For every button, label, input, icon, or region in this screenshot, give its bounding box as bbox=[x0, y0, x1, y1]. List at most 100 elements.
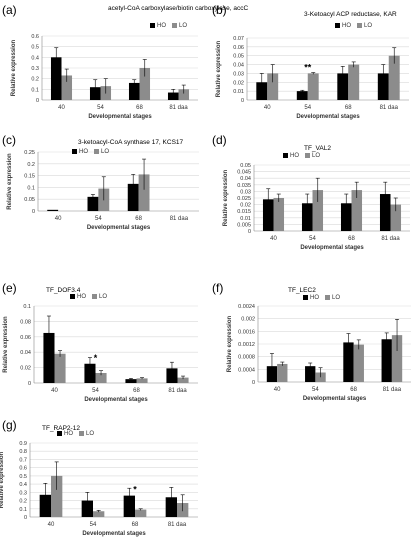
legend-label-lo: LO bbox=[86, 431, 94, 437]
bar-ho-81-daa bbox=[381, 339, 392, 382]
y-tick-label: 0.04 bbox=[233, 63, 244, 69]
bar-lo-68 bbox=[348, 64, 360, 100]
y-tick-label: 0.2 bbox=[19, 499, 27, 505]
y-tick-label: 0.03 bbox=[233, 71, 244, 77]
x-tick-label: 54 bbox=[304, 105, 311, 111]
legend-label-ho: HO bbox=[157, 23, 166, 29]
legend-label-ho: HO bbox=[77, 294, 86, 300]
x-tick-label: 81 daa bbox=[383, 387, 402, 393]
y-tick-label: 0.01 bbox=[233, 89, 244, 95]
y-axis-label: Relative expression bbox=[227, 315, 233, 372]
bar-ho-40 bbox=[50, 57, 62, 100]
legend-label-ho: HO bbox=[290, 153, 299, 159]
y-axis-label: Relative expression bbox=[7, 153, 13, 210]
bar-ho-54 bbox=[84, 363, 96, 383]
bar-lo-40 bbox=[277, 363, 288, 382]
bar-lo-68 bbox=[138, 174, 150, 211]
bar-ho-81-daa bbox=[379, 194, 391, 231]
chart-panel-f: (f) TF_LEC2 0 0.0004 0.0008 0.0012 0.0016 0.002… bbox=[212, 281, 411, 402]
y-axis-label: Relative expression bbox=[11, 39, 17, 96]
y-tick-label: 0.002 bbox=[241, 317, 255, 323]
y-tick-label: 0.6 bbox=[31, 34, 39, 40]
y-tick-label: 0.06 bbox=[233, 45, 244, 51]
bar-lo-81-daa bbox=[178, 89, 190, 100]
y-tick-label: 0.03 bbox=[240, 189, 251, 195]
x-tick-label: 68 bbox=[348, 236, 355, 242]
chart-panel-d: (d)TF_VAL200.0050.010.0150.020.0250.030.… bbox=[212, 133, 410, 251]
chart-title: 3-Ketoacyl ACP reductase, KAR bbox=[304, 11, 397, 18]
legend-swatch-lo bbox=[94, 149, 99, 154]
chart-panel-e: (e) TF_DOF3.4 0 0.02 0.04 0.06 0.08 0.1 40 54 68 81… bbox=[2, 281, 198, 403]
x-axis-label: Developmental stages bbox=[87, 225, 151, 231]
x-tick-label: 68 bbox=[136, 105, 143, 111]
legend-swatch-ho bbox=[303, 295, 308, 300]
legend-swatch-ho bbox=[150, 23, 155, 28]
bar-ho-54 bbox=[305, 366, 316, 382]
y-tick-label: 0 bbox=[241, 98, 244, 104]
y-tick-label: 0.7 bbox=[19, 457, 27, 463]
bar-lo-81-daa bbox=[390, 204, 402, 231]
y-tick-label: 0 bbox=[24, 515, 27, 521]
bar-ho-40 bbox=[43, 332, 55, 383]
y-tick-label: 0.2 bbox=[31, 77, 39, 83]
panel-letter: (g) bbox=[2, 418, 17, 432]
x-axis-label: Developmental stages bbox=[303, 396, 367, 402]
legend-label-lo: LO bbox=[312, 153, 320, 159]
legend-swatch-lo bbox=[357, 23, 362, 28]
y-tick-label: 0.3 bbox=[19, 490, 27, 496]
y-tick-label: 0.4 bbox=[19, 482, 27, 488]
x-axis-label: Developmental stages bbox=[296, 114, 360, 120]
x-axis-label: Developmental stages bbox=[88, 114, 152, 120]
y-tick-label: 0.05 bbox=[24, 197, 35, 203]
y-tick-label: 0.02 bbox=[233, 80, 244, 86]
y-tick-label: 0.045 bbox=[237, 170, 251, 176]
x-axis-label: Developmental stages bbox=[300, 245, 364, 251]
legend-swatch-ho bbox=[70, 294, 75, 299]
bar-lo-54 bbox=[95, 372, 107, 383]
chart-title: acetyl-CoA carboxylase/biotin carboxylas… bbox=[108, 5, 248, 12]
x-axis-label: Developmental stages bbox=[84, 397, 148, 403]
y-tick-label: 0.08 bbox=[20, 319, 31, 325]
bar-ho-68 bbox=[125, 379, 137, 383]
x-tick-label: 68 bbox=[132, 522, 139, 528]
bar-ho-40 bbox=[262, 199, 274, 231]
bar-ho-54 bbox=[296, 91, 308, 100]
y-tick-label: 0.25 bbox=[24, 150, 35, 156]
y-tick-label: 0.8 bbox=[19, 449, 27, 455]
bar-ho-68 bbox=[340, 203, 352, 231]
y-tick-label: 0.015 bbox=[237, 209, 251, 215]
significance-marker: * bbox=[133, 485, 137, 495]
legend-swatch-ho bbox=[283, 153, 288, 158]
bar-lo-68 bbox=[136, 378, 148, 383]
x-tick-label: 40 bbox=[48, 522, 55, 528]
bar-lo-81-daa bbox=[391, 335, 403, 382]
x-tick-label: 54 bbox=[90, 522, 97, 528]
x-tick-label: 40 bbox=[58, 105, 65, 111]
y-tick-label: 0.5 bbox=[19, 474, 27, 480]
y-tick-label: 0.9 bbox=[19, 441, 27, 447]
x-tick-label: 54 bbox=[309, 236, 316, 242]
panel-letter: (b) bbox=[212, 3, 227, 17]
y-tick-label: 0.05 bbox=[240, 163, 251, 169]
bar-lo-54 bbox=[93, 511, 105, 517]
y-tick-label: 0 bbox=[248, 229, 251, 235]
legend-label-lo: LO bbox=[332, 295, 340, 301]
legend-label-ho: HO bbox=[342, 23, 351, 29]
x-tick-label: 54 bbox=[312, 387, 319, 393]
y-tick-label: 0.035 bbox=[237, 183, 251, 189]
y-tick-label: 0.6 bbox=[19, 466, 27, 472]
chart-title: 3-ketoacyl-CoA synthase 17, KCS17 bbox=[78, 139, 184, 146]
legend-swatch-ho bbox=[57, 431, 62, 436]
bar-lo-68 bbox=[351, 190, 363, 231]
legend-swatch-lo bbox=[305, 153, 310, 158]
bar-ho-54 bbox=[87, 196, 99, 211]
significance-marker: ** bbox=[304, 62, 312, 72]
chart-title: TF_VAL2 bbox=[304, 145, 331, 152]
bar-ho-68 bbox=[337, 73, 349, 100]
significance-marker: * bbox=[94, 353, 98, 363]
chart-title: TF_DOF3.4 bbox=[46, 287, 81, 294]
y-tick-label: 0.1 bbox=[23, 304, 31, 310]
x-tick-label: 81 daa bbox=[380, 105, 399, 111]
chart-panel-b: (b) 3-Ketoacyl ACP reductase, KAR 0 0.01 0.0… bbox=[212, 3, 409, 120]
bar-lo-68 bbox=[139, 68, 151, 100]
